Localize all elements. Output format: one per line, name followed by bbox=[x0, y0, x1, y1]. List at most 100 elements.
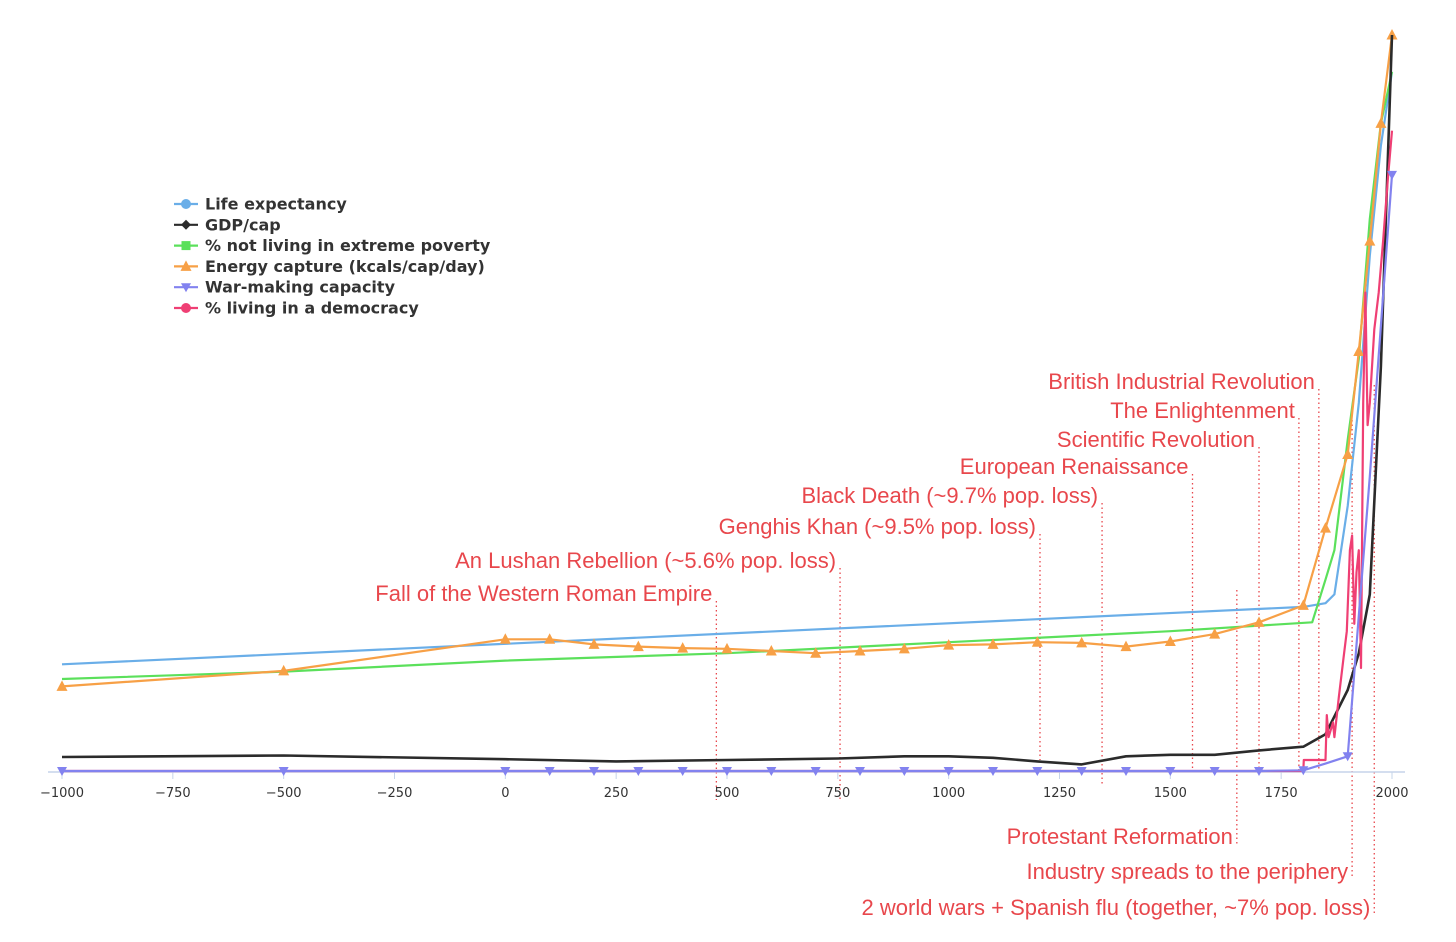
data-point bbox=[943, 639, 955, 650]
data-point bbox=[766, 767, 777, 776]
annotation-label: Fall of the Western Roman Empire bbox=[375, 581, 712, 606]
annotation-label: Genghis Khan (~9.5% pop. loss) bbox=[719, 514, 1036, 539]
legend-label: Life expectancy bbox=[205, 195, 347, 214]
data-point bbox=[57, 767, 67, 776]
data-point bbox=[810, 647, 822, 658]
legend-item-war-making[interactable]: War-making capacity bbox=[174, 278, 396, 297]
legend-label: % living in a democracy bbox=[205, 299, 419, 318]
data-point bbox=[854, 645, 866, 656]
data-point bbox=[1320, 522, 1331, 533]
data-point bbox=[1353, 345, 1365, 356]
x-tick-label: 0 bbox=[501, 786, 509, 801]
data-point bbox=[1121, 767, 1131, 776]
series-line bbox=[61, 71, 1394, 666]
data-point bbox=[899, 767, 910, 776]
annotation-label: Black Death (~9.7% pop. loss) bbox=[802, 483, 1099, 508]
data-point bbox=[1386, 29, 1398, 40]
annotation-label: European Renaissance bbox=[960, 454, 1189, 479]
annotation-label: Industry spreads to the periphery bbox=[1026, 859, 1348, 884]
legend-item-not-extreme-poverty[interactable]: % not living in extreme poverty bbox=[174, 236, 491, 255]
legend-item-democracy[interactable]: % living in a democracy bbox=[174, 299, 419, 318]
data-point bbox=[1297, 599, 1309, 610]
legend-marker bbox=[180, 260, 192, 271]
data-point bbox=[1209, 628, 1221, 639]
data-point bbox=[1209, 767, 1220, 776]
x-tick-label: −1000 bbox=[40, 786, 84, 801]
legend-marker bbox=[181, 199, 191, 209]
data-point bbox=[1165, 767, 1176, 776]
data-point bbox=[1076, 767, 1087, 776]
data-point bbox=[1342, 448, 1354, 460]
data-point bbox=[278, 767, 289, 776]
data-point bbox=[589, 767, 599, 776]
data-point bbox=[677, 642, 689, 653]
series-energy-capture[interactable] bbox=[56, 29, 1398, 691]
series-line bbox=[61, 34, 1394, 766]
annotation-label: 2 world wars + Spanish flu (together, ~7… bbox=[862, 895, 1371, 920]
legend-marker bbox=[181, 283, 191, 293]
data-point bbox=[1164, 635, 1176, 646]
series-war-making[interactable] bbox=[57, 170, 1397, 776]
series-life-expectancy[interactable] bbox=[61, 71, 1394, 666]
series-gdp-cap[interactable] bbox=[61, 34, 1394, 766]
x-tick-label: 500 bbox=[715, 786, 740, 801]
data-point bbox=[988, 767, 998, 776]
data-point bbox=[898, 642, 910, 654]
data-point bbox=[1342, 752, 1353, 762]
data-point bbox=[632, 640, 644, 652]
data-point bbox=[1364, 235, 1376, 246]
legend-label: War-making capacity bbox=[205, 278, 396, 297]
data-point bbox=[544, 633, 556, 644]
data-point bbox=[544, 767, 555, 776]
legend-marker bbox=[181, 303, 191, 313]
annotation-label: The Enlightenment bbox=[1110, 398, 1295, 423]
data-point bbox=[722, 767, 732, 776]
data-point bbox=[765, 645, 777, 656]
data-point bbox=[943, 767, 954, 776]
annotation-label: British Industrial Revolution bbox=[1048, 369, 1315, 394]
x-tick-label: 1500 bbox=[1154, 786, 1187, 801]
annotation-label: Scientific Revolution bbox=[1057, 427, 1255, 452]
data-point bbox=[1254, 767, 1264, 776]
data-point bbox=[56, 680, 68, 691]
x-tick-label: 1750 bbox=[1265, 786, 1298, 801]
legend-item-energy-capture[interactable]: Energy capture (kcals/cap/day) bbox=[174, 257, 485, 276]
data-point bbox=[278, 664, 290, 676]
data-point bbox=[1031, 636, 1043, 647]
legend-label: GDP/cap bbox=[205, 215, 281, 234]
data-point bbox=[721, 642, 733, 654]
data-point bbox=[588, 638, 600, 649]
x-tick-label: 750 bbox=[825, 786, 850, 801]
data-point bbox=[500, 767, 511, 776]
series-democracy[interactable] bbox=[62, 130, 1394, 773]
x-tick-label: 1250 bbox=[1043, 786, 1076, 801]
annotation-label: Protestant Reformation bbox=[1007, 824, 1233, 849]
data-point bbox=[810, 767, 821, 776]
x-tick-label: 1000 bbox=[932, 786, 965, 801]
legend-marker bbox=[181, 241, 191, 251]
data-point bbox=[1076, 636, 1088, 648]
data-point bbox=[499, 633, 511, 644]
data-point bbox=[1032, 767, 1043, 776]
data-point bbox=[1120, 640, 1132, 652]
data-point bbox=[1375, 117, 1387, 128]
legend-item-life-expectancy[interactable]: Life expectancy bbox=[174, 195, 347, 214]
data-point bbox=[855, 767, 865, 776]
legend-label: Energy capture (kcals/cap/day) bbox=[205, 257, 485, 276]
x-tick-label: 2000 bbox=[1375, 786, 1408, 801]
data-point bbox=[1298, 766, 1309, 776]
legend-marker bbox=[181, 219, 191, 230]
x-tick-label: −500 bbox=[266, 786, 302, 801]
x-tick-label: −250 bbox=[377, 786, 413, 801]
data-point bbox=[677, 767, 688, 776]
data-point bbox=[1253, 616, 1265, 627]
legend-label: % not living in extreme poverty bbox=[205, 236, 491, 255]
x-tick-label: −750 bbox=[155, 786, 191, 801]
series-line bbox=[62, 130, 1394, 773]
legend-item-gdp-cap[interactable]: GDP/cap bbox=[174, 215, 281, 234]
x-tick-label: 250 bbox=[604, 786, 629, 801]
